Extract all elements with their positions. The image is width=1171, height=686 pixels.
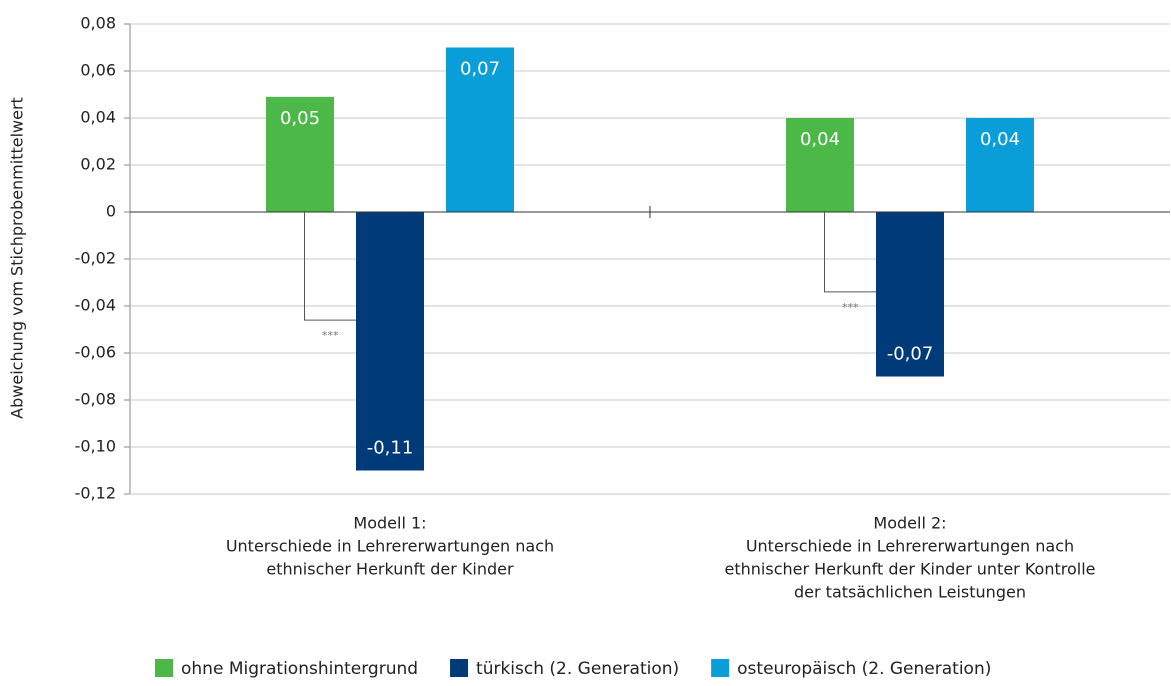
significance-bracket [304, 212, 356, 321]
y-tick-label: -0,06 [75, 343, 116, 362]
bar [876, 212, 944, 377]
legend-swatch [450, 659, 469, 677]
x-tick-label: der tatsächlichen Leistungen [794, 583, 1026, 602]
y-tick-label: -0,02 [75, 249, 116, 268]
bar [356, 212, 424, 471]
y-tick-label: -0,10 [75, 437, 116, 456]
bar [266, 96, 334, 212]
x-tick-label: Unterschiede in Lehrererwartungen nach [746, 537, 1074, 556]
y-tick-label: 0 [106, 202, 116, 221]
legend-label: osteuropäisch (2. Generation) [737, 659, 991, 679]
x-tick-label: Modell 2: [873, 514, 946, 533]
legend-label: ohne Migrationshintergrund [181, 659, 418, 679]
significance-bracket [824, 212, 876, 293]
value-label: 0,04 [800, 129, 840, 150]
value-label: -0,11 [367, 438, 414, 459]
legend-swatch [155, 659, 173, 677]
bar [966, 118, 1034, 212]
x-tick-label: Unterschiede in Lehrererwartungen nach [226, 537, 554, 556]
y-tick-label: -0,04 [75, 296, 116, 315]
value-label: 0,05 [280, 108, 320, 129]
y-tick-label: 0,08 [80, 14, 116, 33]
y-tick-label: -0,12 [75, 484, 116, 503]
legend-swatch [711, 659, 730, 677]
value-label: -0,07 [887, 344, 934, 365]
significance-label: *** [842, 301, 859, 314]
value-label: 0,04 [980, 129, 1020, 150]
y-axis-title: Abweichung vom Stichprobenmittelwert [8, 97, 27, 419]
x-tick-label: Modell 1: [353, 514, 426, 533]
x-tick-label: ethnischer Herkunft der Kinder [266, 560, 514, 579]
significance-label: *** [322, 329, 339, 342]
bar [446, 47, 514, 212]
y-tick-label: 0,06 [80, 61, 116, 80]
y-tick-label: -0,08 [75, 390, 116, 409]
value-label: 0,07 [460, 59, 500, 80]
legend-label: türkisch (2. Generation) [476, 659, 679, 679]
y-tick-label: 0,04 [80, 108, 116, 127]
x-tick-label: ethnischer Herkunft der Kinder unter Kon… [725, 560, 1096, 579]
y-tick-label: 0,02 [80, 155, 116, 174]
bar [786, 118, 854, 212]
